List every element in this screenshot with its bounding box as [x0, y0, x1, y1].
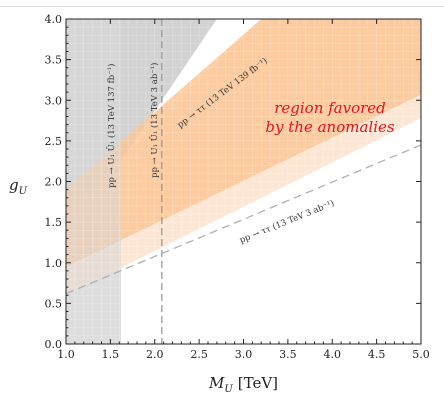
x-tick-label: 1.5 [102, 348, 120, 361]
top-divider [0, 6, 444, 7]
x-tick-label: 5.0 [412, 348, 430, 361]
x-tick-label: 2.0 [146, 348, 164, 361]
y-tick-label: 0.0 [45, 338, 63, 351]
y-tick-label: 3.0 [45, 94, 63, 107]
x-tick-label: 1.0 [57, 348, 75, 361]
x-tick-label: 3.0 [235, 348, 253, 361]
annotation-pair-137: pp → U₁ Ū₁ (13 TeV 137 fb⁻¹) [105, 64, 117, 188]
region-label-line1: region favored [274, 99, 386, 117]
annotation-pair-3ab: pp → U₁ Ū₁ (13 TeV 3 ab⁻¹) [148, 63, 160, 179]
region-label-line2: by the anomalies [265, 118, 394, 136]
y-tick-label: 3.5 [45, 54, 63, 67]
y-axis-label: gU [9, 176, 28, 197]
region-excluded_pair_137-overlay [66, 19, 122, 344]
y-tick-label: 1.0 [45, 257, 63, 270]
y-tick-label: 4.0 [45, 13, 63, 26]
y-tick-label: 0.5 [45, 297, 63, 310]
y-tick-label: 2.0 [45, 176, 63, 189]
x-tick-label: 4.5 [368, 348, 386, 361]
x-tick-label: 3.5 [279, 348, 297, 361]
x-tick-label: 2.5 [190, 348, 208, 361]
y-tick-label: 1.5 [45, 216, 63, 229]
x-tick-label: 4.0 [324, 348, 342, 361]
x-axis-label: MU [TeV] [208, 374, 278, 395]
y-tick-label: 2.5 [45, 135, 63, 148]
region-favored_1sigma [66, 19, 421, 267]
